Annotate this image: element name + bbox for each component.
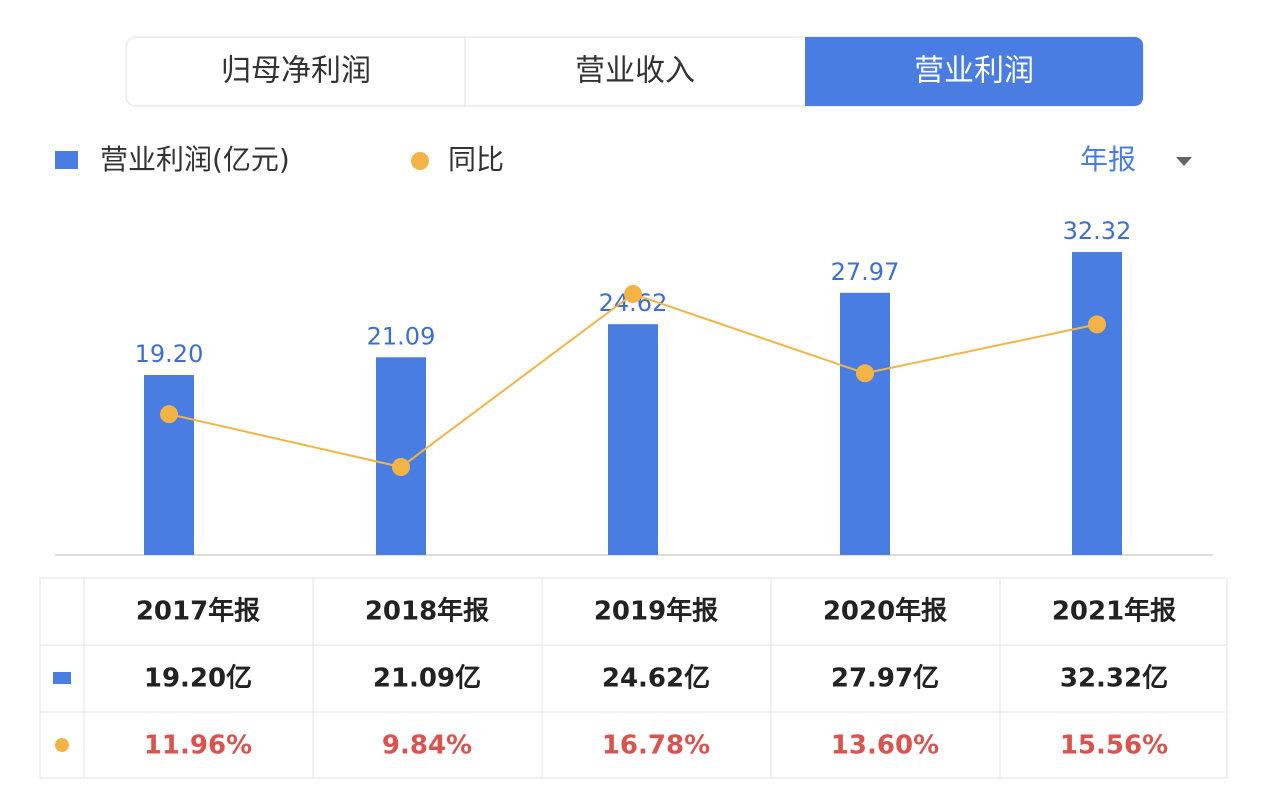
table-cell: 24.62亿 xyxy=(602,664,710,694)
bar xyxy=(840,292,890,555)
row-marker xyxy=(55,738,69,752)
table-cell: 27.97亿 xyxy=(831,664,939,694)
table-header: 2020年报 xyxy=(823,596,947,627)
tab[interactable]: 归母净利润 xyxy=(221,54,371,89)
bar xyxy=(1072,252,1122,555)
tab-active-bg xyxy=(805,37,1143,106)
period-select[interactable]: 年报 xyxy=(1080,143,1136,176)
legend-swatch xyxy=(411,152,429,170)
legend-swatch xyxy=(55,151,78,169)
table-header: 2017年报 xyxy=(136,596,260,627)
line-point xyxy=(392,458,410,476)
table-cell: 9.84% xyxy=(382,731,472,761)
line-point xyxy=(624,285,642,303)
table-cell: 16.78% xyxy=(602,731,710,761)
tab[interactable]: 营业收入 xyxy=(575,54,695,89)
tab-active[interactable]: 营业利润 xyxy=(914,54,1034,89)
bar-value-label: 27.97 xyxy=(831,258,900,286)
table-header: 2018年报 xyxy=(365,596,489,627)
line-point xyxy=(1088,315,1106,334)
bar xyxy=(144,375,194,555)
table-cell: 11.96% xyxy=(144,731,252,761)
row-marker xyxy=(53,672,71,684)
table-header: 2019年报 xyxy=(594,596,718,627)
table-cell: 32.32亿 xyxy=(1060,664,1168,694)
bar xyxy=(376,357,426,555)
line-point xyxy=(856,364,874,383)
table-cell: 13.60% xyxy=(831,731,939,761)
table-cell: 15.56% xyxy=(1060,731,1168,761)
table-border xyxy=(39,577,1228,779)
table-cell: 21.09亿 xyxy=(373,664,481,694)
table-header: 2021年报 xyxy=(1052,596,1176,627)
bar-value-label: 21.09 xyxy=(367,322,436,350)
tab-active-bg xyxy=(805,37,825,106)
dropdown-arrow[interactable] xyxy=(1176,157,1192,166)
legend-label: 营业利润(亿元) xyxy=(100,143,290,176)
bar-value-label: 32.32 xyxy=(1063,217,1132,245)
legend-label: 同比 xyxy=(448,143,504,176)
line-point xyxy=(160,405,178,424)
bar xyxy=(608,324,658,555)
bar-value-label: 19.20 xyxy=(135,340,204,368)
table-cell: 19.20亿 xyxy=(144,664,252,694)
